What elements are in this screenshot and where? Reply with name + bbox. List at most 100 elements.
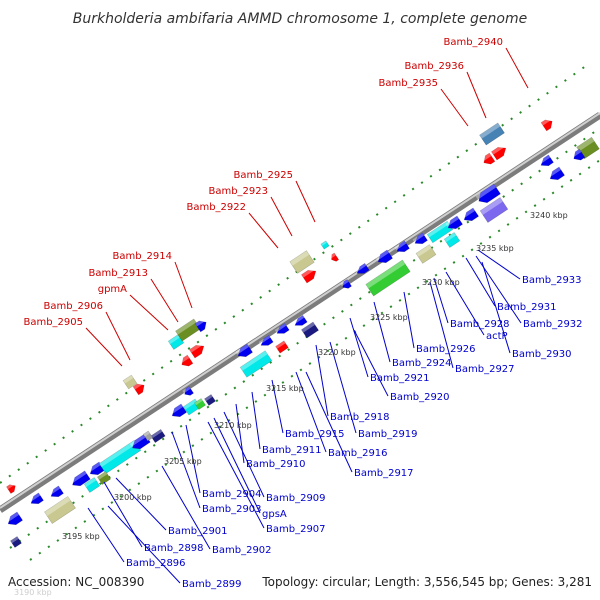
gene-feature[interactable] (28, 492, 44, 507)
gene-label[interactable]: Bamb_2898 (144, 543, 204, 554)
gene-label[interactable]: Bamb_2906 (43, 301, 103, 312)
gene-label[interactable]: Bamb_2909 (266, 493, 326, 504)
gene-feature[interactable] (443, 232, 461, 248)
gene-feature[interactable] (194, 398, 206, 410)
gene-feature[interactable] (98, 440, 142, 474)
gene-feature[interactable] (540, 117, 555, 132)
gene-label[interactable]: Bamb_2901 (168, 526, 228, 537)
gene-label[interactable]: Bamb_2916 (328, 448, 388, 459)
gene-feature[interactable] (538, 154, 554, 169)
gene-label[interactable]: Bamb_2923 (208, 186, 268, 197)
gene-feature[interactable] (194, 318, 209, 333)
gene-feature[interactable] (274, 323, 290, 336)
gene-feature[interactable] (235, 343, 253, 360)
chromosome-backbone (0, 112, 600, 513)
gene-label[interactable]: Bamb_2911 (262, 445, 322, 456)
gene-label[interactable]: Bamb_2926 (416, 344, 476, 355)
gene-feature[interactable] (5, 511, 23, 528)
gene-feature[interactable] (167, 334, 185, 350)
gene-feature[interactable] (83, 477, 101, 493)
gene-label[interactable]: Bamb_2896 (126, 558, 186, 569)
gene-feature[interactable] (275, 340, 289, 354)
gene-label[interactable]: Bamb_2924 (392, 358, 452, 369)
gene-feature[interactable] (426, 220, 454, 244)
gene-feature[interactable] (289, 250, 315, 274)
gene-feature[interactable] (239, 350, 273, 378)
gene-feature[interactable] (142, 430, 154, 442)
gene-feature[interactable] (189, 341, 206, 359)
gene-feature[interactable] (354, 263, 370, 276)
gene-feature[interactable] (10, 536, 22, 548)
gene-label[interactable]: Bamb_2931 (497, 302, 557, 313)
gene-label[interactable]: Bamb_2935 (378, 78, 438, 89)
gene-label[interactable]: Bamb_2907 (266, 524, 326, 535)
gene-label[interactable]: Bamb_2932 (523, 319, 583, 330)
gene-feature[interactable] (491, 143, 508, 161)
gene-shine (547, 166, 562, 178)
gene-label[interactable]: Bamb_2927 (455, 364, 515, 375)
gene-label[interactable]: Bamb_2903 (202, 504, 262, 515)
gene-label[interactable]: Bamb_2925 (233, 170, 293, 181)
gene-label[interactable]: Bamb_2899 (182, 579, 242, 590)
gene-feature[interactable] (301, 266, 318, 284)
gene-feature[interactable] (96, 471, 112, 485)
gene-label[interactable]: Bamb_2936 (404, 61, 464, 72)
gene-label[interactable]: gpmA (98, 284, 127, 295)
gene-feature[interactable] (48, 485, 64, 500)
gene-label[interactable]: Bamb_2910 (246, 459, 306, 470)
gene-feature[interactable] (365, 259, 411, 297)
gene-feature[interactable] (69, 470, 91, 489)
gene-label[interactable]: gpsA (262, 509, 287, 520)
gene-label[interactable]: Bamb_2922 (186, 202, 246, 213)
gene-label[interactable]: Bamb_2919 (358, 429, 418, 440)
gene-feature[interactable] (340, 279, 352, 290)
gene-label[interactable]: Bamb_2930 (512, 349, 572, 360)
gene-label[interactable]: actP (486, 331, 508, 342)
gene-shape (167, 334, 185, 350)
gene-feature[interactable] (204, 394, 216, 406)
gene-feature[interactable] (292, 315, 308, 328)
gene-feature[interactable] (481, 152, 496, 167)
gene-feature[interactable] (6, 482, 17, 494)
gene-feature[interactable] (475, 183, 501, 206)
gene-label[interactable]: Bamb_2915 (285, 429, 345, 440)
gene-label[interactable]: Bamb_2902 (212, 545, 272, 556)
gene-feature[interactable] (571, 148, 586, 163)
gene-label[interactable]: Bamb_2921 (370, 373, 430, 384)
gene-feature[interactable] (179, 354, 194, 369)
tick-label: 3230 kbp (422, 278, 460, 287)
gene-feature[interactable] (479, 197, 509, 223)
callout-line (270, 196, 293, 237)
gene-feature[interactable] (375, 249, 393, 266)
gene-feature[interactable] (169, 403, 187, 420)
gene-label[interactable]: Bamb_2918 (330, 412, 390, 423)
gene-feature[interactable] (122, 374, 138, 390)
gene-label[interactable]: Bamb_2914 (112, 251, 172, 262)
gene-label[interactable]: Bamb_2933 (522, 275, 582, 286)
gene-shine (320, 240, 328, 246)
gene-feature[interactable] (415, 244, 437, 264)
gene-feature[interactable] (44, 496, 76, 524)
gene-feature[interactable] (479, 122, 505, 146)
gene-feature[interactable] (301, 321, 319, 339)
gene-label[interactable]: Bamb_2920 (390, 392, 450, 403)
gene-label[interactable]: Bamb_2917 (354, 468, 414, 479)
gene-feature[interactable] (132, 381, 147, 396)
gene-feature[interactable] (258, 335, 274, 348)
gene-feature[interactable] (547, 166, 565, 183)
callout-line (248, 212, 279, 249)
gene-label[interactable]: Bamb_2904 (202, 489, 262, 500)
gene-feature[interactable] (150, 429, 166, 443)
gene-feature[interactable] (182, 386, 194, 397)
gene-label[interactable]: Bamb_2913 (88, 268, 148, 279)
callout-line (107, 505, 181, 584)
gene-feature[interactable] (329, 252, 340, 263)
gene-label[interactable]: Bamb_2928 (450, 319, 510, 330)
gene-feature[interactable] (445, 215, 463, 232)
gene-feature[interactable] (412, 232, 428, 247)
gene-label[interactable]: Bamb_2940 (443, 37, 503, 48)
gene-feature[interactable] (320, 240, 330, 250)
gene-label[interactable]: Bamb_2905 (23, 317, 83, 328)
gene-feature[interactable] (394, 240, 410, 255)
gene-feature[interactable] (461, 207, 479, 224)
